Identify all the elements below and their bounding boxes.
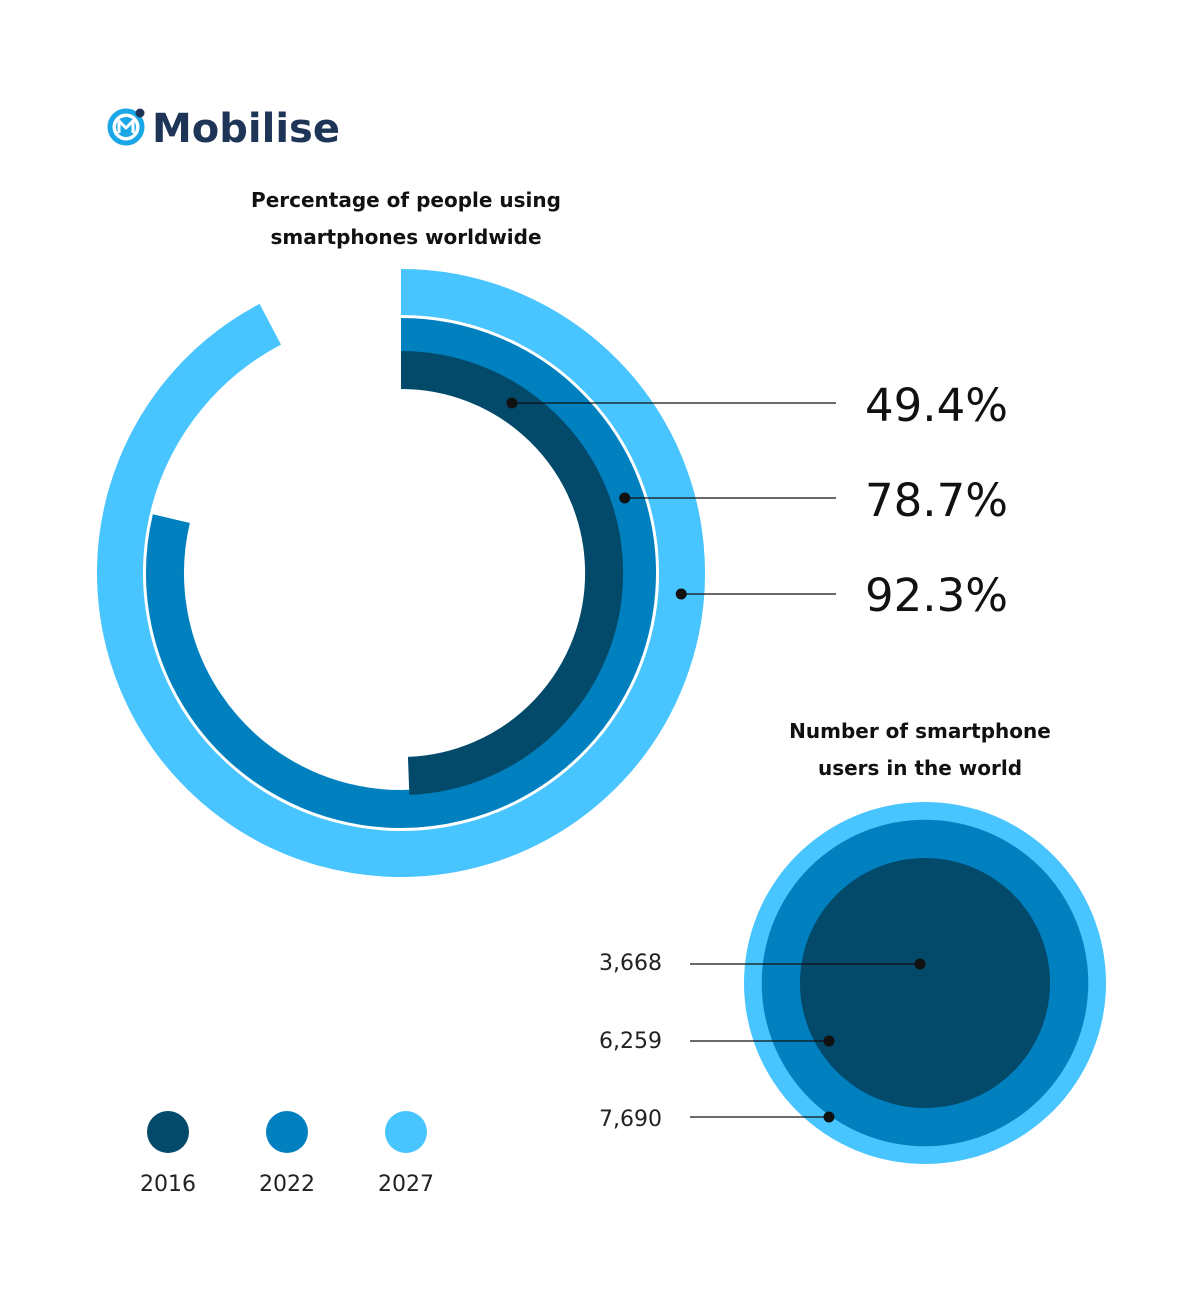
circles-pointers	[690, 958, 926, 1123]
radial-arc-2016	[400, 351, 624, 795]
legend-swatch-2027	[385, 1111, 427, 1153]
radial-chart-title-line-1: Percentage of people using	[251, 188, 561, 212]
legend: 2016 2022 2027	[140, 1111, 434, 1197]
radial-value-label-2027: 92.3%	[865, 569, 1008, 622]
legend-label-2022: 2022	[259, 1172, 315, 1197]
users-value-label-2016: 3,668	[599, 951, 662, 976]
radial-pointer-dot-2016	[506, 397, 518, 409]
radial-arc-2027	[97, 269, 705, 877]
legend-label-2016: 2016	[140, 1172, 196, 1197]
users-pointer-dot-2027	[823, 1111, 835, 1123]
users-pointer-dot-2016	[914, 958, 926, 970]
smartphone-users-chart: Number of smartphone users in the world …	[599, 719, 1106, 1164]
users-value-label-2022: 6,259	[599, 1029, 662, 1054]
radial-arcs	[97, 269, 705, 877]
radial-value-label-2022: 78.7%	[865, 474, 1008, 527]
circles-chart-title-line-1: Number of smartphone	[789, 719, 1051, 743]
legend-swatch-2016	[147, 1111, 189, 1153]
legend-swatch-2022	[266, 1111, 308, 1153]
nested-circles	[744, 802, 1106, 1164]
legend-label-2027: 2027	[378, 1172, 434, 1197]
brand-name: Mobilise	[152, 106, 340, 152]
users-value-label-2027: 7,690	[599, 1107, 662, 1132]
radial-percentage-chart: Percentage of people using smartphones w…	[97, 188, 1008, 877]
radial-arc-2022	[146, 318, 656, 828]
radial-pointer-dot-2027	[675, 588, 687, 600]
circles-chart-title-line-2: users in the world	[818, 756, 1022, 780]
radial-value-label-2016: 49.4%	[865, 379, 1008, 432]
radial-pointers	[506, 397, 836, 600]
mobilise-logo-icon	[107, 108, 145, 146]
brand-logo: Mobilise	[107, 106, 340, 152]
radial-chart-title-line-2: smartphones worldwide	[270, 225, 541, 249]
users-pointer-dot-2022	[823, 1035, 835, 1047]
users-circle-2016	[799, 857, 1051, 1109]
radial-pointer-dot-2022	[619, 492, 631, 504]
